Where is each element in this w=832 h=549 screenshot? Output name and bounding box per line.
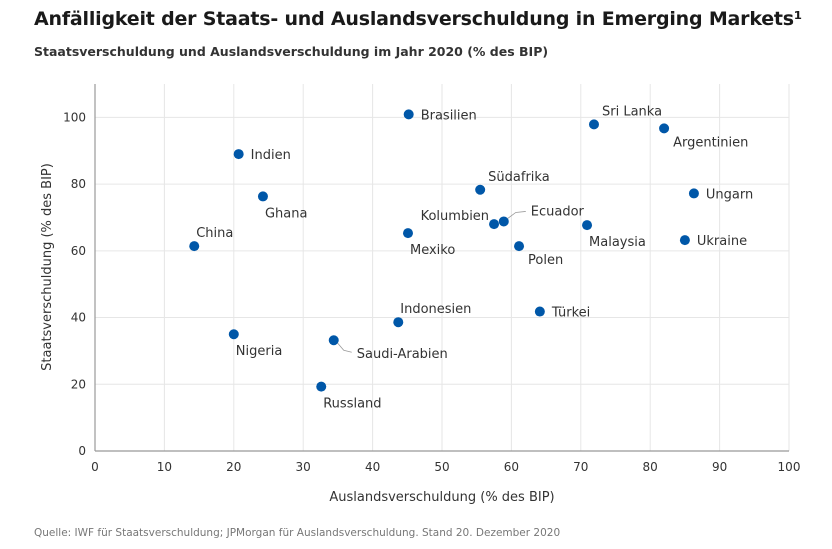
x-tick-label: 30 bbox=[296, 460, 311, 474]
point-label: Indien bbox=[251, 148, 291, 163]
point-label: Mexiko bbox=[410, 243, 455, 258]
y-tick-label: 60 bbox=[71, 244, 86, 258]
point-label: Türkei bbox=[551, 306, 590, 321]
data-point-group: Südafrika bbox=[475, 170, 550, 195]
data-point-group: Ukraine bbox=[679, 234, 747, 249]
x-tick-label: 20 bbox=[226, 460, 241, 474]
data-point bbox=[393, 317, 404, 328]
point-label: Polen bbox=[528, 253, 563, 268]
data-point-group: Mexiko bbox=[402, 228, 455, 258]
x-tick-label: 0 bbox=[91, 460, 99, 474]
point-label: Ghana bbox=[265, 206, 308, 221]
data-point-group: Argentinien bbox=[659, 123, 748, 150]
x-axis-label: Auslandsverschuldung (% des BIP) bbox=[329, 490, 554, 505]
y-tick-label: 40 bbox=[71, 311, 86, 325]
y-tick-label: 20 bbox=[71, 377, 86, 391]
data-point bbox=[228, 329, 239, 340]
chart-title: Anfälligkeit der Staats- und Auslandsver… bbox=[34, 8, 803, 30]
data-point-group: Nigeria bbox=[228, 329, 283, 359]
point-label: Brasilien bbox=[421, 108, 477, 123]
point-label: Südafrika bbox=[488, 170, 550, 185]
point-label: Sri Lanka bbox=[602, 104, 662, 119]
x-tick-label: 100 bbox=[778, 460, 801, 474]
data-point bbox=[316, 381, 327, 392]
data-point bbox=[514, 241, 525, 252]
data-point-group: Ecuador bbox=[498, 204, 585, 227]
x-tick-label: 40 bbox=[365, 460, 380, 474]
data-points: Brasilien Sri Lanka Argentinien Indien Südaf… bbox=[189, 104, 753, 412]
data-point-group: Russland bbox=[316, 381, 382, 412]
point-label: Russland bbox=[323, 397, 381, 412]
chart-subtitle: Staatsverschuldung und Auslandsverschuld… bbox=[34, 44, 549, 59]
x-tick-label: 80 bbox=[643, 460, 658, 474]
y-tick-label: 0 bbox=[78, 444, 86, 458]
data-point-group: Ghana bbox=[257, 191, 308, 221]
data-point bbox=[534, 306, 545, 317]
axes bbox=[94, 84, 789, 452]
leader-line bbox=[507, 211, 526, 219]
data-point-group: Kolumbien bbox=[421, 209, 500, 230]
data-point-group: Polen bbox=[514, 241, 563, 268]
tick-labels: 0 10 20 30 40 50 60 70 80 90 100 0 20 40 60 80 100 bbox=[63, 110, 800, 474]
y-tick-label: 80 bbox=[71, 177, 86, 191]
data-point bbox=[328, 335, 339, 346]
data-point-group: Saudi-Arabien bbox=[328, 335, 448, 362]
point-label: Indonesien bbox=[400, 302, 471, 317]
data-point bbox=[688, 188, 699, 199]
leader-line bbox=[337, 342, 352, 353]
x-tick-label: 70 bbox=[573, 460, 588, 474]
point-label: Argentinien bbox=[673, 135, 748, 150]
data-point bbox=[588, 119, 599, 130]
data-point bbox=[402, 228, 413, 239]
data-point bbox=[498, 216, 509, 227]
data-point-group: Indonesien bbox=[393, 302, 471, 328]
data-point-group: China bbox=[189, 226, 233, 252]
point-label: Saudi-Arabien bbox=[357, 347, 448, 362]
data-point-group: Indien bbox=[233, 148, 291, 163]
data-point bbox=[582, 220, 593, 231]
point-label: Nigeria bbox=[236, 344, 283, 359]
point-label: Ungarn bbox=[706, 187, 753, 202]
data-point-group: Brasilien bbox=[403, 108, 477, 123]
x-tick-label: 60 bbox=[504, 460, 519, 474]
point-label: China bbox=[196, 226, 233, 241]
data-point bbox=[679, 235, 690, 246]
data-point bbox=[403, 109, 414, 120]
data-point-group: Sri Lanka bbox=[588, 104, 662, 130]
y-axis-label: Staatsverschuldung (% des BIP) bbox=[40, 163, 55, 371]
point-label: Ukraine bbox=[697, 234, 747, 249]
data-point-group: Türkei bbox=[534, 306, 590, 321]
point-label: Malaysia bbox=[589, 235, 646, 250]
data-point bbox=[189, 241, 200, 252]
point-label: Kolumbien bbox=[421, 209, 489, 224]
point-label: Ecuador bbox=[531, 204, 585, 219]
x-tick-label: 50 bbox=[434, 460, 449, 474]
data-point bbox=[233, 149, 244, 160]
data-point bbox=[489, 219, 500, 230]
grid-lines bbox=[95, 84, 790, 451]
data-point-group: Ungarn bbox=[688, 187, 753, 202]
x-tick-label: 10 bbox=[157, 460, 172, 474]
x-tick-label: 90 bbox=[712, 460, 727, 474]
source-note: Quelle: IWF für Staatsverschuldung; JPMo… bbox=[34, 527, 561, 539]
data-point bbox=[659, 123, 670, 134]
data-point-group: Malaysia bbox=[582, 220, 646, 250]
data-point bbox=[257, 191, 268, 202]
data-point bbox=[475, 184, 486, 195]
y-tick-label: 100 bbox=[63, 110, 86, 124]
